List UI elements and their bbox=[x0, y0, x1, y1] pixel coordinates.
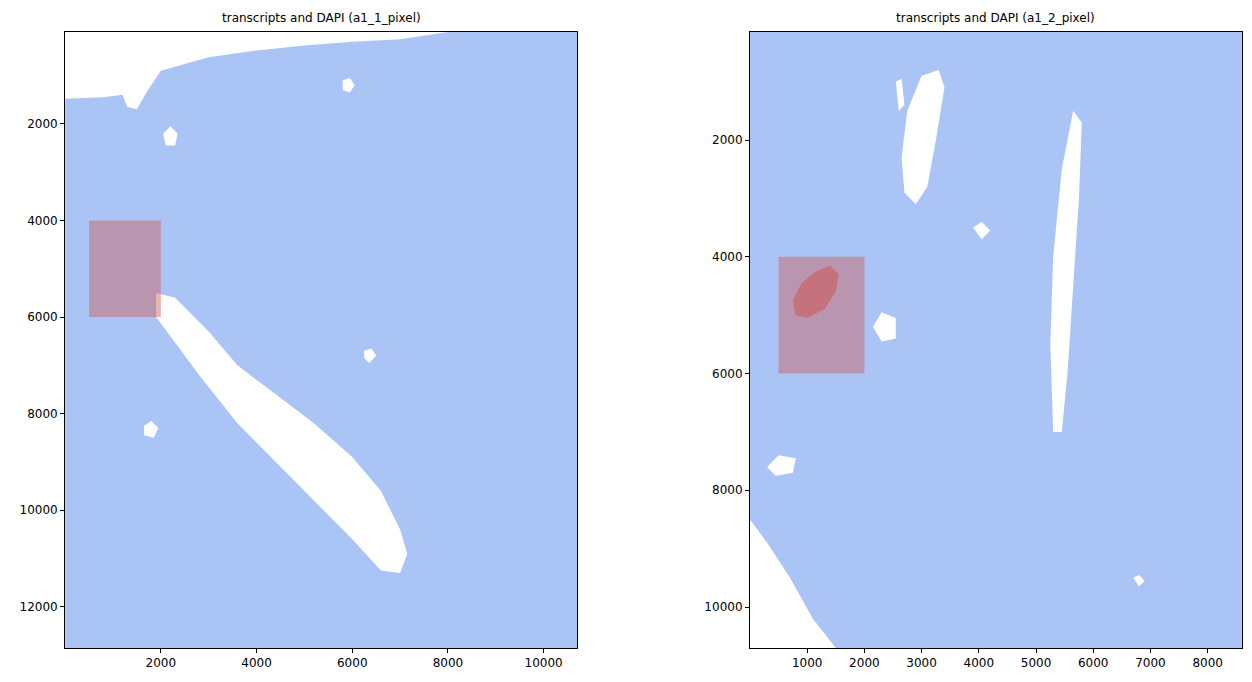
svg-text:10000: 10000 bbox=[704, 600, 742, 614]
svg-text:12000: 12000 bbox=[20, 600, 58, 614]
svg-text:2000: 2000 bbox=[849, 656, 880, 670]
svg-text:6000: 6000 bbox=[337, 656, 368, 670]
svg-text:1000: 1000 bbox=[792, 656, 823, 670]
svg-text:2000: 2000 bbox=[146, 656, 177, 670]
svg-text:4000: 4000 bbox=[712, 250, 743, 264]
svg-text:2000: 2000 bbox=[27, 117, 58, 131]
svg-text:6000: 6000 bbox=[712, 367, 743, 381]
svg-text:5000: 5000 bbox=[1021, 656, 1052, 670]
svg-text:6000: 6000 bbox=[27, 310, 58, 324]
svg-text:10000: 10000 bbox=[525, 656, 563, 670]
svg-text:8000: 8000 bbox=[433, 656, 464, 670]
svg-text:transcripts and DAPI (a1_1_pix: transcripts and DAPI (a1_1_pixel) bbox=[222, 11, 421, 25]
svg-text:4000: 4000 bbox=[241, 656, 272, 670]
svg-text:4000: 4000 bbox=[964, 656, 995, 670]
svg-text:2000: 2000 bbox=[712, 133, 743, 147]
svg-text:transcripts and DAPI (a1_2_pix: transcripts and DAPI (a1_2_pixel) bbox=[896, 11, 1095, 25]
svg-text:8000: 8000 bbox=[1192, 656, 1223, 670]
svg-text:7000: 7000 bbox=[1135, 656, 1166, 670]
svg-text:8000: 8000 bbox=[712, 483, 743, 497]
svg-text:10000: 10000 bbox=[20, 503, 58, 517]
svg-text:6000: 6000 bbox=[1078, 656, 1109, 670]
svg-text:4000: 4000 bbox=[27, 214, 58, 228]
svg-text:3000: 3000 bbox=[906, 656, 937, 670]
svg-text:8000: 8000 bbox=[27, 407, 58, 421]
